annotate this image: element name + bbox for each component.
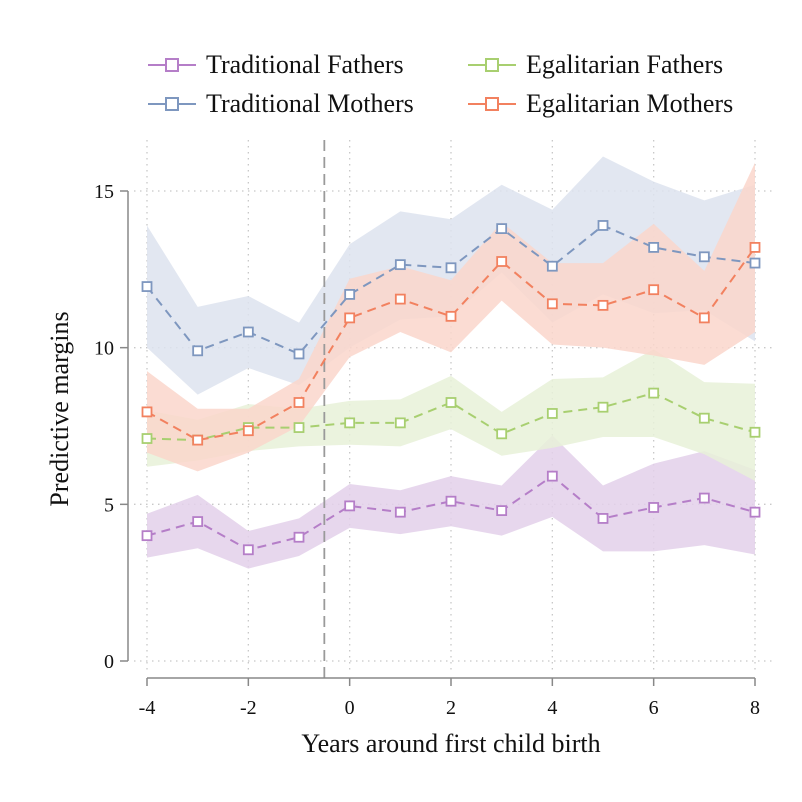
axes: 0 5 10 15 -4 -2 0 2 4 6 8 <box>94 181 760 719</box>
legend-item-egalitarian-mothers: Egalitarian Mothers <box>464 89 733 119</box>
data-point <box>192 345 204 357</box>
x-tick-label: 2 <box>446 697 456 719</box>
x-tick-label: 6 <box>649 697 659 719</box>
data-point <box>698 492 710 504</box>
data-point <box>445 397 457 408</box>
confidence-band-2 <box>147 349 755 481</box>
data-point <box>496 256 508 267</box>
y-tick-label: 0 <box>104 651 114 673</box>
data-point <box>141 406 153 418</box>
data-point <box>293 348 305 360</box>
x-tick-label: -4 <box>139 697 156 719</box>
data-point <box>749 506 761 518</box>
x-tick-label: 8 <box>750 697 760 719</box>
data-point <box>546 298 558 310</box>
data-point <box>597 401 609 413</box>
legend-item-traditional-fathers: Traditional Fathers <box>144 50 404 80</box>
data-point <box>445 262 457 274</box>
legend-swatch-egalitarian-fathers <box>468 58 516 72</box>
legend-label: Egalitarian Fathers <box>526 50 724 79</box>
data-point <box>344 500 356 512</box>
data-point <box>394 417 406 429</box>
data-point <box>293 397 305 408</box>
data-point <box>496 505 508 517</box>
legend-swatch-traditional-fathers <box>148 58 196 72</box>
legend: Traditional Fathers Egalitarian Fathers … <box>0 0 802 130</box>
data-point <box>344 288 356 300</box>
data-point <box>749 257 761 269</box>
data-point <box>141 433 153 444</box>
y-tick-label: 15 <box>94 181 114 203</box>
data-point <box>192 516 204 527</box>
legend-item-traditional-mothers: Traditional Mothers <box>144 89 414 119</box>
data-point <box>192 434 204 446</box>
data-point <box>242 544 254 556</box>
series-markers <box>141 220 761 556</box>
data-point <box>749 241 761 253</box>
data-point <box>698 251 710 263</box>
data-point <box>445 310 457 322</box>
data-point <box>698 312 710 324</box>
data-point <box>648 284 660 296</box>
data-point <box>546 260 558 272</box>
y-tick-label: 10 <box>94 338 114 360</box>
data-point <box>698 412 710 424</box>
data-point <box>394 259 406 271</box>
x-tick-label: 0 <box>345 697 355 719</box>
data-point <box>242 326 254 338</box>
data-point <box>445 495 457 507</box>
data-point <box>597 220 609 231</box>
x-tick-label: -2 <box>240 697 257 719</box>
data-point <box>749 426 761 438</box>
data-point <box>344 417 356 429</box>
data-point <box>293 531 305 543</box>
data-point <box>546 470 558 482</box>
legend-swatch-egalitarian-mothers <box>468 97 516 111</box>
data-point <box>293 422 305 433</box>
data-point <box>242 425 254 437</box>
data-point <box>496 428 508 440</box>
data-point <box>648 241 660 253</box>
data-point <box>141 530 153 542</box>
legend-label: Traditional Fathers <box>206 50 404 79</box>
data-point <box>648 387 660 399</box>
legend-label: Traditional Mothers <box>206 89 414 118</box>
confidence-band-1 <box>147 156 755 395</box>
data-point <box>597 513 609 524</box>
legend-swatch-traditional-mothers <box>148 97 196 111</box>
y-tick-label: 5 <box>104 494 114 516</box>
data-point <box>344 312 356 324</box>
data-point <box>394 293 406 305</box>
data-point <box>141 281 153 292</box>
data-point <box>394 506 406 518</box>
data-point <box>496 223 508 235</box>
x-axis-label: Years around first child birth <box>301 729 600 758</box>
data-point <box>597 299 609 311</box>
data-point <box>546 408 558 419</box>
y-axis-label: Predictive margins <box>45 311 74 506</box>
legend-label: Egalitarian Mothers <box>526 89 734 118</box>
x-tick-label: 4 <box>547 697 557 719</box>
data-point <box>648 502 660 513</box>
legend-item-egalitarian-fathers: Egalitarian Fathers <box>464 50 723 80</box>
